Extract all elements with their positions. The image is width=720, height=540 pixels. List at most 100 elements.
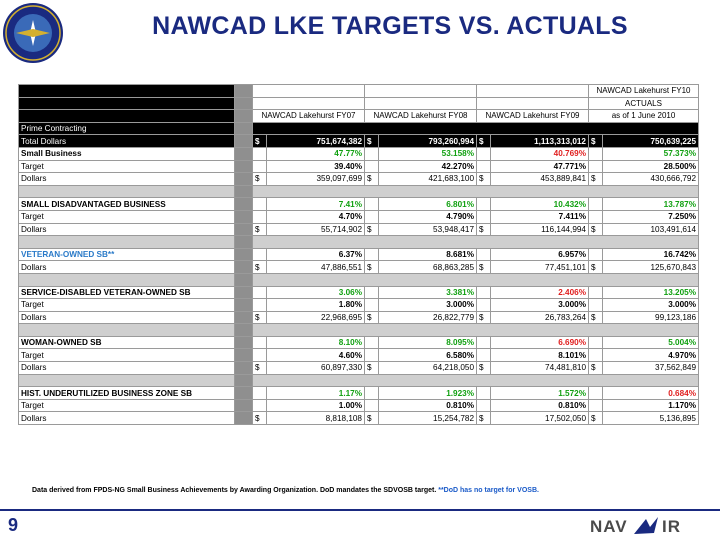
target-cell: 1.80% [266,298,365,312]
currency-sign: $ [364,172,379,186]
currency-sign: $ [476,172,491,186]
percent-cell: 1.923% [378,386,477,400]
percent-cell: 5.004% [602,335,699,350]
separator-row [18,323,699,337]
percent-cell: 2.406% [490,285,589,300]
currency-sign: $ [364,260,379,274]
target-label: Target [18,209,235,224]
currency-sign: $ [476,310,491,325]
target-cell: 4.790% [378,209,477,224]
currency-sign: $ [364,222,379,237]
dollars-label: Dollars [18,172,235,186]
dollars-cell: 74,481,810 [490,361,589,375]
total-fy09: 1,113,313,012 [490,134,589,148]
category-row: WOMAN-OWNED SB 8.10% 8.095% 6.690% 5.004% [18,335,699,350]
currency-sign: $ [476,411,491,426]
target-label: Target [18,159,235,174]
dollars-cell: 430,666,792 [602,172,699,186]
currency-sign: $ [252,172,267,186]
target-row: Target 1.00% 0.810% 0.810% 1.170% [18,398,699,413]
dollars-cell: 116,144,994 [490,222,589,237]
svg-text:IR: IR [662,517,681,536]
percent-cell: 1.17% [266,386,365,400]
dollars-cell: 8,818,108 [266,411,365,426]
page-title: NAWCAD LKE TARGETS VS. ACTUALS [152,12,628,40]
dollars-cell: 60,897,330 [266,361,365,375]
target-cell: 4.970% [602,348,699,363]
dollars-cell: 55,714,902 [266,222,365,237]
target-cell: 0.810% [490,398,589,413]
footnote: Data derived from FPDS-NG Small Business… [32,486,592,496]
svg-text:NAV: NAV [590,517,628,536]
dollars-row: Dollars $55,714,902 $53,948,417 $116,144,99… [18,222,699,237]
dollars-row: Dollars $8,818,108 $15,254,782 $17,502,050 $… [18,411,699,426]
currency-sign: $ [252,260,267,274]
target-row: Target 4.70% 4.790% 7.411% 7.250% [18,209,699,224]
dollars-cell: 53,948,417 [378,222,477,237]
target-row: Target 39.40% 42.270% 47.771% 28.500% [18,159,699,174]
percent-cell: 47.77% [266,146,365,161]
currency-sign: $ [588,411,603,426]
naval-air-systems-command-seal [3,3,63,63]
dollars-cell: 26,783,264 [490,310,589,325]
currency-sign: $ [364,361,379,375]
target-cell: 42.270% [378,159,477,174]
currency-sign: $ [252,361,267,375]
category-row: Small Business 47.77% 53.158% 40.769% 57.373… [18,146,699,161]
currency-sign: $ [252,134,267,148]
dollars-cell: 15,254,782 [378,411,477,426]
target-cell: 3.000% [602,298,699,312]
currency-sign: $ [252,310,267,325]
dollars-label: Dollars [18,260,235,274]
percent-cell: 1.572% [490,386,589,400]
col-header-fy10-line3: as of 1 June 2010 [588,109,699,123]
targets-vs-actuals-table: NAWCAD Lakehurst FY10 ACTUALS NAWCAD Lak… [18,84,699,426]
dollars-cell: 103,491,614 [602,222,699,237]
prime-contracting-label: Prime Contracting [18,121,235,136]
currency-sign: $ [364,411,379,426]
percent-cell: 3.381% [378,285,477,300]
dollars-cell: 5,136,895 [602,411,699,426]
total-dollars-label: Total Dollars [18,134,235,148]
percent-cell: 10.432% [490,197,589,211]
dollars-row: Dollars $22,968,695 $26,822,779 $26,783,264… [18,310,699,325]
category-name: WOMAN-OWNED SB [18,335,235,350]
col-header-fy09: NAWCAD Lakehurst FY09 [476,109,589,123]
dollars-cell: 37,562,849 [602,361,699,375]
page-number: 9 [8,515,19,535]
navair-logo: NAV IR [590,517,681,536]
dollars-cell: 17,502,050 [490,411,589,426]
target-cell: 1.00% [266,398,365,413]
percent-cell: 53.158% [378,146,477,161]
dollars-label: Dollars [18,222,235,237]
target-cell: 1.170% [602,398,699,413]
total-fy07: 751,674,382 [266,134,365,148]
currency-sign: $ [588,172,603,186]
dollars-label: Dollars [18,361,235,375]
category-row: HIST. UNDERUTILIZED BUSINESS ZONE SB 1.17… [18,386,699,400]
currency-sign: $ [588,361,603,375]
col-header-fy10-line2: ACTUALS [588,96,699,111]
category-name: Small Business [18,146,235,161]
currency-sign: $ [476,222,491,237]
percent-cell: 8.095% [378,335,477,350]
target-cell: 4.60% [266,348,365,363]
target-cell: 28.500% [602,159,699,174]
dollars-label: Dollars [18,310,235,325]
separator-row [18,235,699,249]
footnote-main: Data derived from FPDS-NG Small Business… [32,487,439,494]
currency-sign: $ [588,260,603,274]
dollars-cell: 77,451,101 [490,260,589,274]
percent-cell: 13.205% [602,285,699,300]
target-cell: 3.000% [490,298,589,312]
currency-sign: $ [252,411,267,426]
currency-sign: $ [588,134,603,148]
total-fy10: 750,639,225 [602,134,699,148]
percent-cell: 8.681% [378,247,477,262]
dollars-row: Dollars $47,886,551 $68,863,285 $77,451,101… [18,260,699,274]
target-label: Target [18,348,235,363]
separator-row [18,272,699,287]
percent-cell: 13.787% [602,197,699,211]
percent-cell: 16.742% [602,247,699,262]
category-row: SERVICE-DISABLED VETERAN-OWNED SB 3.06% 3.… [18,285,699,300]
